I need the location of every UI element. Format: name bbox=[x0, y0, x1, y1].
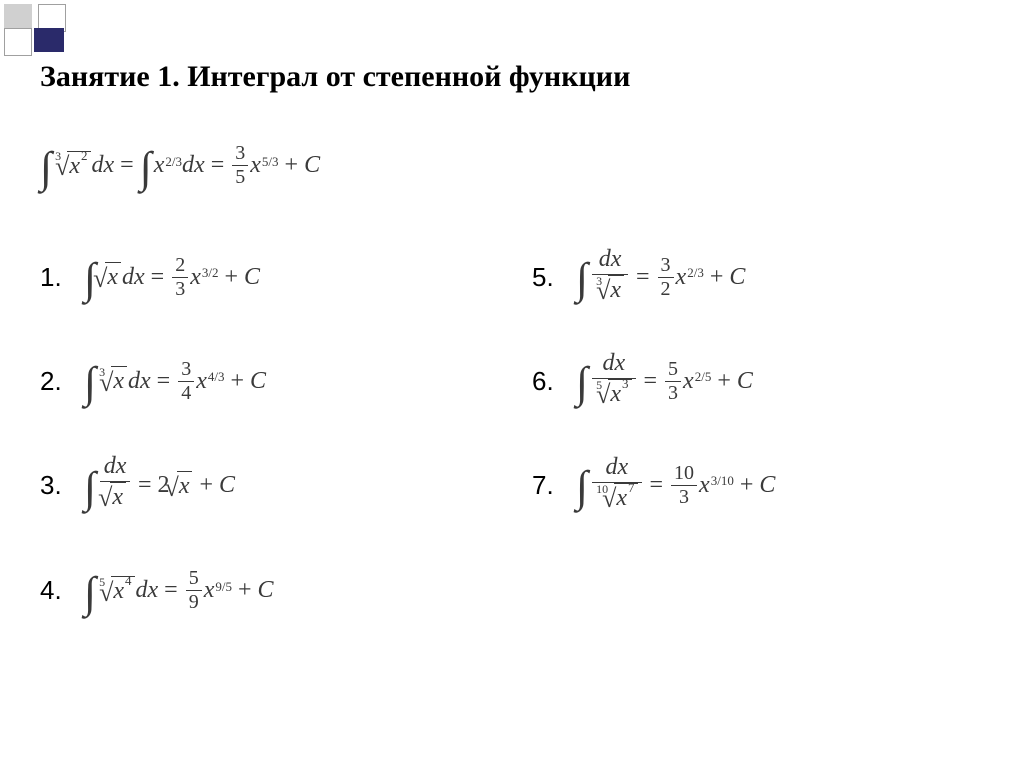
problem-item: 7.∫dx10√x7=103x3/10+C bbox=[532, 453, 984, 517]
problem-number: 1. bbox=[40, 262, 84, 293]
problem-number: 4. bbox=[40, 575, 84, 606]
problem-item: 4.∫5√x4dx=59x9/5+C bbox=[40, 559, 492, 623]
root: 5√x4 bbox=[99, 576, 134, 606]
fraction: dx5√x3 bbox=[592, 350, 635, 412]
worked-example: ∫ 3 √ x2 dx = ∫ x2/3 dx = 3 5 x5/3 + C bbox=[40, 142, 984, 189]
equals: = bbox=[114, 152, 140, 179]
deco-square bbox=[4, 28, 32, 56]
root: √x bbox=[99, 262, 121, 292]
left-column: 1.∫√xdx=23x3/2+C2.∫3√xdx=34x4/3+C3.∫dx√x… bbox=[40, 245, 492, 663]
equation: ∫dx√x=2√x+C bbox=[84, 453, 235, 519]
problem-number: 3. bbox=[40, 470, 84, 501]
exponent: 2/3 bbox=[165, 154, 182, 170]
exponent: 5/3 bbox=[262, 154, 279, 170]
fraction: dx10√x7 bbox=[592, 454, 641, 516]
root: 3√x bbox=[99, 366, 127, 396]
radicand: x bbox=[69, 153, 80, 179]
problem-item: 2.∫3√xdx=34x4/3+C bbox=[40, 349, 492, 413]
root: √x bbox=[104, 482, 126, 512]
root: 3 √ x2 bbox=[55, 151, 90, 181]
root-index: 3 bbox=[55, 149, 61, 164]
problem-item: 1.∫√xdx=23x3/2+C bbox=[40, 245, 492, 309]
exponent: 2 bbox=[81, 148, 88, 163]
integral-sign-icon: ∫ bbox=[84, 571, 96, 615]
equation: ∫5√x4dx=59x9/5+C bbox=[84, 567, 274, 614]
fraction: 103 bbox=[671, 462, 697, 509]
equation: ∫dx10√x7=103x3/10+C bbox=[576, 454, 775, 516]
slide-content: Занятие 1. Интеграл от степенной функции… bbox=[40, 60, 984, 748]
problem-item: 3.∫dx√x=2√x+C bbox=[40, 453, 492, 519]
dx: dx bbox=[182, 152, 205, 179]
integral-sign-icon: ∫ bbox=[576, 361, 588, 405]
root: 5√x3 bbox=[596, 379, 631, 409]
problem-number: 2. bbox=[40, 366, 84, 397]
numerator: 3 bbox=[232, 142, 248, 165]
integral-sign-icon: ∫ bbox=[40, 146, 52, 190]
equation: ∫dx5√x3=53x2/5+C bbox=[576, 350, 753, 412]
problem-number: 5. bbox=[532, 262, 576, 293]
fraction: 3 5 bbox=[232, 142, 248, 189]
plus: + bbox=[279, 152, 305, 179]
corner-decoration bbox=[0, 0, 120, 56]
fraction: dx√x bbox=[100, 453, 130, 519]
integral-sign-icon: ∫ bbox=[84, 466, 96, 510]
equation: ∫√xdx=23x3/2+C bbox=[84, 254, 260, 301]
equation: ∫dx3√x=32x2/3+C bbox=[576, 246, 745, 308]
root: 10√x7 bbox=[596, 483, 637, 513]
constant: C bbox=[304, 152, 320, 179]
right-column: 5.∫dx3√x=32x2/3+C6.∫dx5√x3=53x2/5+C7.∫dx… bbox=[532, 245, 984, 663]
fraction: 53 bbox=[665, 358, 681, 405]
page-title: Занятие 1. Интеграл от степенной функции bbox=[40, 60, 984, 94]
base: x bbox=[250, 152, 261, 179]
problem-item: 5.∫dx3√x=32x2/3+C bbox=[532, 245, 984, 309]
problem-number: 7. bbox=[532, 470, 576, 501]
fraction: dx3√x bbox=[592, 246, 628, 308]
root: √x bbox=[171, 471, 193, 501]
equals: = bbox=[205, 152, 231, 179]
fraction: 34 bbox=[178, 358, 194, 405]
integral-sign-icon: ∫ bbox=[576, 257, 588, 301]
equation: ∫3√xdx=34x4/3+C bbox=[84, 358, 266, 405]
base: x bbox=[154, 152, 165, 179]
integral-sign-icon: ∫ bbox=[140, 146, 152, 190]
integral-sign-icon: ∫ bbox=[84, 361, 96, 405]
problem-item: 6.∫dx5√x3=53x2/5+C bbox=[532, 349, 984, 413]
dx: dx bbox=[92, 152, 115, 179]
integral-sign-icon: ∫ bbox=[576, 465, 588, 509]
denominator: 5 bbox=[232, 166, 248, 189]
fraction: 59 bbox=[186, 567, 202, 614]
problem-number: 6. bbox=[532, 366, 576, 397]
problem-columns: 1.∫√xdx=23x3/2+C2.∫3√xdx=34x4/3+C3.∫dx√x… bbox=[40, 245, 984, 663]
root: 3√x bbox=[596, 275, 624, 305]
deco-square bbox=[34, 28, 64, 52]
fraction: 23 bbox=[172, 254, 188, 301]
fraction: 32 bbox=[658, 254, 674, 301]
